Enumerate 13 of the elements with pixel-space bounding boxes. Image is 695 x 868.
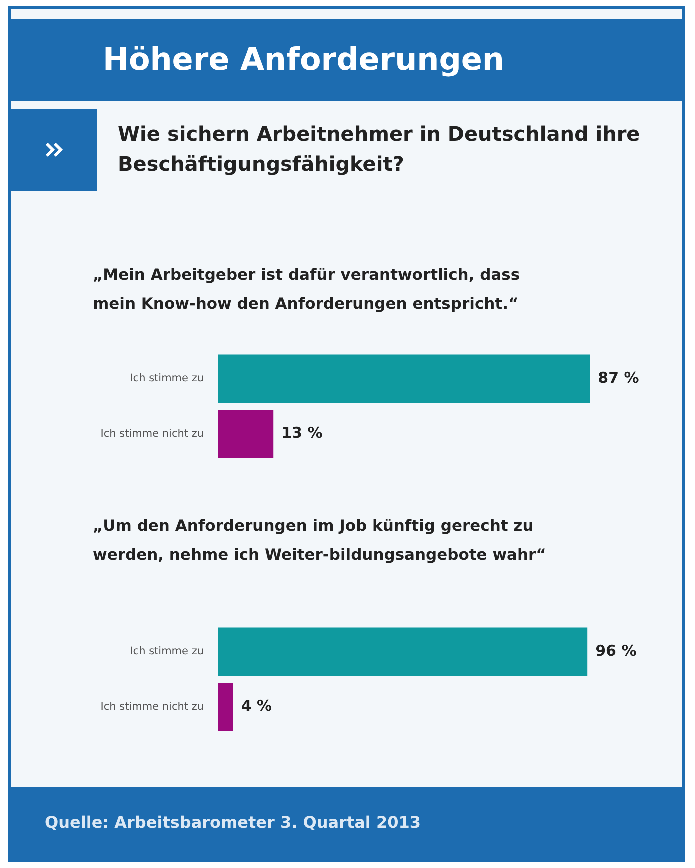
- text: Wie sichern Arbeitnehmer in Deutschland ihre Beschäftigungsfähigkeit?: [118, 121, 642, 178]
- data-label: 96 %: [596, 642, 637, 660]
- chart-title: „Um den Anforderungen im Job künftig gerecht zu werden, nehme ich Weiter-bildungsangebote wahr“: [93, 516, 548, 566]
- y-tick-label: Ich stimme zu: [130, 372, 204, 385]
- y-tick-label: Ich stimme nicht zu: [100, 428, 204, 440]
- y-tick-label: Ich stimme zu: [130, 646, 204, 658]
- data-label: 87 %: [598, 368, 640, 387]
- data-label: 13 %: [282, 424, 323, 442]
- source-note: Quelle: Arbeitsbarometer 3. Quartal 2013: [44, 812, 422, 834]
- chart-title: „Mein Arbeitgeber ist dafür verantwortlich, dass mein Know-how den Anforderungen entspricht.“: [93, 265, 522, 315]
- y-tick-label: Ich stimme nicht zu: [100, 700, 204, 713]
- data-label: 4 %: [241, 696, 272, 715]
- text: Höhere Anforderungen: [102, 41, 506, 80]
